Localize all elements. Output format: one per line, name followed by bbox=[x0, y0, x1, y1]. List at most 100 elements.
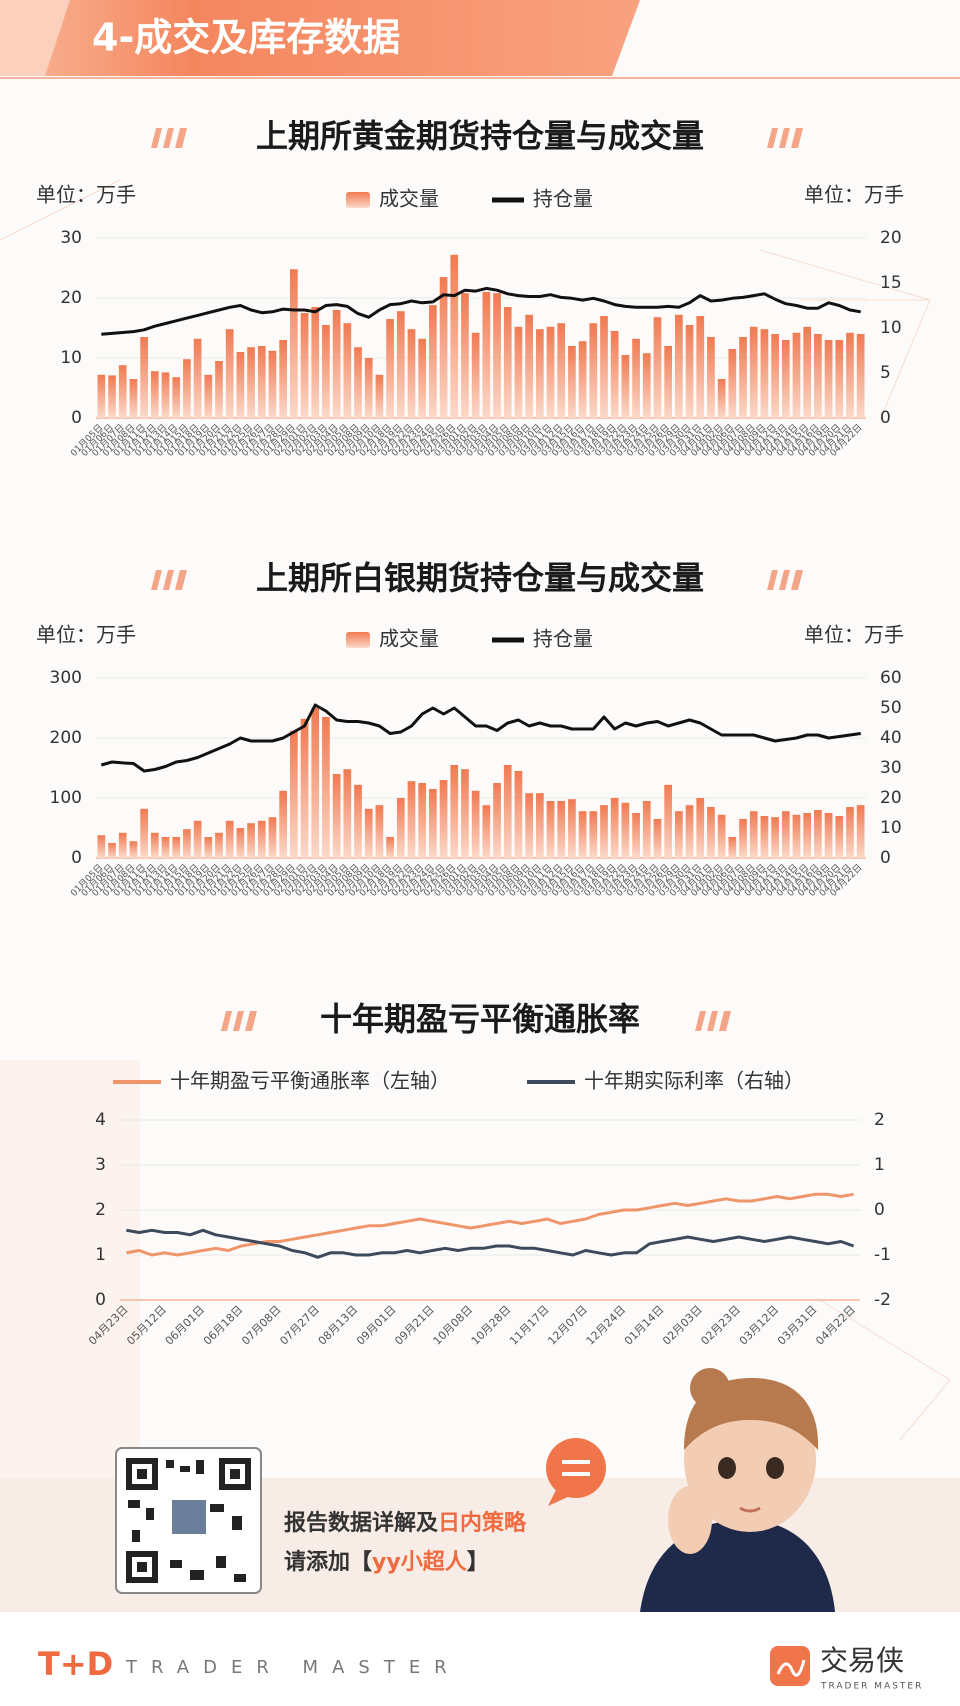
bar bbox=[535, 793, 544, 858]
y2-tick-label: 20 bbox=[880, 228, 902, 248]
bar bbox=[193, 820, 202, 858]
bar bbox=[140, 337, 148, 418]
bar bbox=[514, 771, 523, 858]
bar bbox=[364, 358, 373, 418]
bar bbox=[674, 314, 683, 418]
bar bbox=[161, 372, 170, 418]
bar bbox=[129, 379, 138, 418]
bar bbox=[493, 783, 501, 858]
y2-tick-label: 10 bbox=[880, 818, 902, 838]
y-tick-label: 4 bbox=[95, 1110, 106, 1130]
bar bbox=[161, 837, 170, 858]
bar bbox=[257, 820, 266, 858]
y2-tick-label: 5 bbox=[880, 363, 891, 383]
bar bbox=[439, 780, 448, 858]
bar bbox=[642, 353, 651, 418]
bar bbox=[781, 811, 790, 858]
bar bbox=[535, 329, 544, 418]
speech-bubble bbox=[546, 1438, 606, 1506]
bar bbox=[407, 781, 416, 858]
bar bbox=[781, 340, 790, 418]
bar bbox=[418, 338, 427, 418]
bar bbox=[322, 325, 330, 418]
y2-tick-label: 0 bbox=[880, 848, 891, 868]
bar bbox=[418, 783, 427, 858]
bg-block bbox=[0, 1060, 140, 1480]
y2-tick-label: 0 bbox=[874, 1200, 885, 1220]
footer-highlight: 日内策略 bbox=[438, 1510, 527, 1536]
bar bbox=[653, 819, 662, 858]
bar bbox=[268, 817, 277, 858]
bar bbox=[696, 316, 705, 418]
unit-right: 单位：万手 bbox=[804, 623, 904, 647]
footer-line2: 请添加【yy小超人】 bbox=[284, 1549, 489, 1575]
bar bbox=[814, 334, 822, 418]
bar bbox=[610, 798, 619, 858]
bar bbox=[856, 805, 865, 858]
bar bbox=[396, 311, 405, 418]
bar bbox=[289, 730, 298, 858]
bar bbox=[150, 371, 159, 418]
bar bbox=[503, 765, 512, 858]
bar bbox=[685, 325, 694, 418]
bar bbox=[803, 813, 812, 858]
y2-tick-label: 10 bbox=[880, 318, 902, 338]
brand-right: 交易侠 bbox=[820, 1644, 904, 1677]
bar bbox=[546, 801, 555, 858]
y2-tick-label: 40 bbox=[880, 728, 902, 748]
legend-label: 持仓量 bbox=[533, 627, 593, 651]
qr-pattern bbox=[126, 1458, 251, 1583]
bar bbox=[300, 718, 309, 858]
bar bbox=[814, 810, 822, 858]
bar bbox=[396, 798, 405, 858]
y2-tick-label: 20 bbox=[880, 788, 902, 808]
bar bbox=[97, 835, 106, 858]
bar bbox=[589, 811, 598, 858]
legend-swatch bbox=[346, 632, 370, 648]
y2-tick-label: 60 bbox=[880, 668, 902, 688]
bar bbox=[760, 329, 769, 418]
bar bbox=[215, 361, 223, 418]
header-banner bbox=[0, 0, 640, 76]
y-tick-label: 100 bbox=[50, 788, 82, 808]
series-line bbox=[101, 286, 861, 336]
bar bbox=[846, 332, 854, 418]
bar bbox=[247, 823, 255, 858]
bar bbox=[546, 326, 555, 418]
bar bbox=[728, 349, 737, 418]
brand-logo-mark bbox=[776, 1659, 806, 1677]
bar bbox=[429, 305, 437, 418]
y-tick-label: 1 bbox=[95, 1245, 106, 1265]
bar bbox=[322, 717, 330, 858]
bar bbox=[557, 323, 566, 418]
y2-tick-label: 15 bbox=[880, 273, 902, 293]
bar bbox=[386, 837, 394, 858]
brand-right-sub: TRADER MASTER bbox=[820, 1682, 923, 1692]
bar bbox=[118, 365, 127, 418]
bar bbox=[343, 323, 352, 418]
bar bbox=[172, 837, 181, 858]
bar bbox=[525, 314, 533, 418]
bar bbox=[450, 254, 459, 418]
y2-tick-label: -1 bbox=[874, 1245, 891, 1265]
bar bbox=[578, 811, 587, 858]
unit-left: 单位：万手 bbox=[36, 623, 136, 647]
y-tick-label: 0 bbox=[71, 848, 82, 868]
bar bbox=[653, 317, 662, 418]
y2-tick-label: 0 bbox=[880, 408, 891, 428]
bar bbox=[707, 337, 715, 418]
bar bbox=[225, 820, 234, 858]
y-tick-label: 10 bbox=[60, 348, 82, 368]
bar bbox=[183, 829, 191, 858]
y2-tick-label: 30 bbox=[880, 758, 902, 778]
bar bbox=[557, 801, 566, 858]
bar bbox=[621, 802, 630, 858]
bar bbox=[717, 379, 726, 418]
brand-left: T+D bbox=[38, 1645, 113, 1683]
unit-right: 单位：万手 bbox=[804, 183, 904, 207]
bar bbox=[739, 819, 747, 858]
bar bbox=[493, 293, 501, 418]
bar bbox=[664, 784, 673, 858]
header-accent bbox=[0, 0, 70, 76]
y-tick-label: 200 bbox=[50, 728, 82, 748]
